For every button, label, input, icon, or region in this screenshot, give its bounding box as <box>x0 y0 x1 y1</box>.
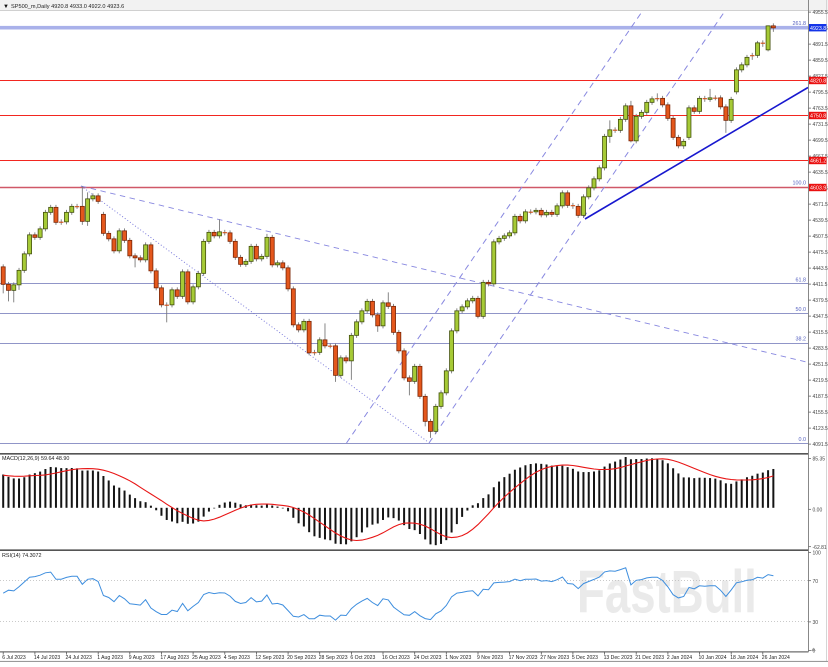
svg-text:4507.5: 4507.5 <box>813 234 828 240</box>
svg-text:30: 30 <box>813 620 819 626</box>
svg-text:28 Sep 2023: 28 Sep 2023 <box>319 655 348 661</box>
svg-text:12 Sep 2023: 12 Sep 2023 <box>255 655 284 661</box>
svg-text:9 Nov 2023: 9 Nov 2023 <box>477 655 503 661</box>
svg-text:FastBull: FastBull <box>577 560 757 626</box>
svg-text:14 Jul 2023: 14 Jul 2023 <box>34 655 61 661</box>
svg-text:16 Oct 2023: 16 Oct 2023 <box>382 655 410 661</box>
svg-text:4187.5: 4187.5 <box>813 394 828 400</box>
svg-text:27 Nov 2023: 27 Nov 2023 <box>540 655 569 661</box>
svg-text:4750.8: 4750.8 <box>810 114 826 120</box>
svg-text:24 Jul 2023: 24 Jul 2023 <box>66 655 93 661</box>
svg-text:17 Nov 2023: 17 Nov 2023 <box>509 655 538 661</box>
svg-text:13 Dec 2023: 13 Dec 2023 <box>604 655 633 661</box>
svg-text:4475.5: 4475.5 <box>813 250 828 256</box>
svg-text:20 Sep 2023: 20 Sep 2023 <box>287 655 316 661</box>
svg-text:2 Jan 2024: 2 Jan 2024 <box>667 655 692 661</box>
svg-text:SP500_m,Daily 4920.8 4933.0 4: SP500_m,Daily 4920.8 4933.0 4922.0 4923.… <box>11 4 124 10</box>
svg-text:4443.5: 4443.5 <box>813 266 828 272</box>
svg-text:4347.5: 4347.5 <box>813 314 828 320</box>
svg-text:1 Aug 2023: 1 Aug 2023 <box>97 655 123 661</box>
svg-text:4820.8: 4820.8 <box>810 79 826 85</box>
svg-text:4955.5: 4955.5 <box>813 10 828 16</box>
svg-text:1 Nov 2023: 1 Nov 2023 <box>445 655 471 661</box>
svg-text:4795.5: 4795.5 <box>813 90 828 96</box>
svg-text:50.0: 50.0 <box>796 307 807 313</box>
svg-text:4661.2: 4661.2 <box>810 159 826 165</box>
svg-text:4091.5: 4091.5 <box>813 442 828 448</box>
svg-text:100.0: 100.0 <box>793 181 807 187</box>
svg-text:4283.5: 4283.5 <box>813 346 828 352</box>
svg-text:4 Sep 2023: 4 Sep 2023 <box>224 655 250 661</box>
svg-text:RSI(14) 74.3072: RSI(14) 74.3072 <box>2 553 42 559</box>
svg-text:26 Jan 2024: 26 Jan 2024 <box>762 655 790 661</box>
svg-text:4923.8: 4923.8 <box>810 26 826 32</box>
svg-text:18 Jan 2024: 18 Jan 2024 <box>730 655 758 661</box>
svg-text:4635.5: 4635.5 <box>813 170 828 176</box>
svg-text:85.35: 85.35 <box>813 457 826 463</box>
svg-text:MACD(12,26,9) 59.64 48.90: MACD(12,26,9) 59.64 48.90 <box>2 456 69 462</box>
svg-text:10 Jan 2024: 10 Jan 2024 <box>699 655 727 661</box>
svg-text:4859.5: 4859.5 <box>813 58 828 64</box>
svg-text:100: 100 <box>813 551 822 557</box>
svg-text:4699.5: 4699.5 <box>813 138 828 144</box>
svg-text:24 Oct 2023: 24 Oct 2023 <box>414 655 442 661</box>
svg-text:4539.5: 4539.5 <box>813 218 828 224</box>
svg-text:0.0: 0.0 <box>799 437 807 443</box>
svg-text:9 Aug 2023: 9 Aug 2023 <box>129 655 155 661</box>
svg-text:261.8: 261.8 <box>793 21 807 27</box>
svg-text:61.8: 61.8 <box>796 278 807 284</box>
svg-text:70: 70 <box>813 579 819 585</box>
svg-text:25 Aug 2023: 25 Aug 2023 <box>192 655 221 661</box>
svg-text:4219.5: 4219.5 <box>813 378 828 384</box>
svg-text:4891.5: 4891.5 <box>813 42 828 48</box>
svg-text:6 Jul 2023: 6 Jul 2023 <box>2 655 26 661</box>
svg-text:4155.5: 4155.5 <box>813 410 828 416</box>
svg-text:0.00: 0.00 <box>813 507 823 513</box>
svg-text:4571.5: 4571.5 <box>813 202 828 208</box>
svg-text:4315.5: 4315.5 <box>813 330 828 336</box>
svg-text:4763.5: 4763.5 <box>813 106 828 112</box>
svg-text:17 Aug 2023: 17 Aug 2023 <box>160 655 189 661</box>
svg-text:4411.5: 4411.5 <box>813 282 828 288</box>
svg-text:6 Oct 2023: 6 Oct 2023 <box>350 655 375 661</box>
svg-text:4251.5: 4251.5 <box>813 362 828 368</box>
svg-text:4603.9: 4603.9 <box>810 186 826 192</box>
svg-text:4123.5: 4123.5 <box>813 426 828 432</box>
svg-text:4379.5: 4379.5 <box>813 298 828 304</box>
svg-text:21 Dec 2023: 21 Dec 2023 <box>635 655 664 661</box>
svg-text:5 Dec 2023: 5 Dec 2023 <box>572 655 598 661</box>
svg-text:4731.5: 4731.5 <box>813 122 828 128</box>
svg-text:▼: ▼ <box>3 4 9 10</box>
svg-text:38.2: 38.2 <box>796 337 807 343</box>
